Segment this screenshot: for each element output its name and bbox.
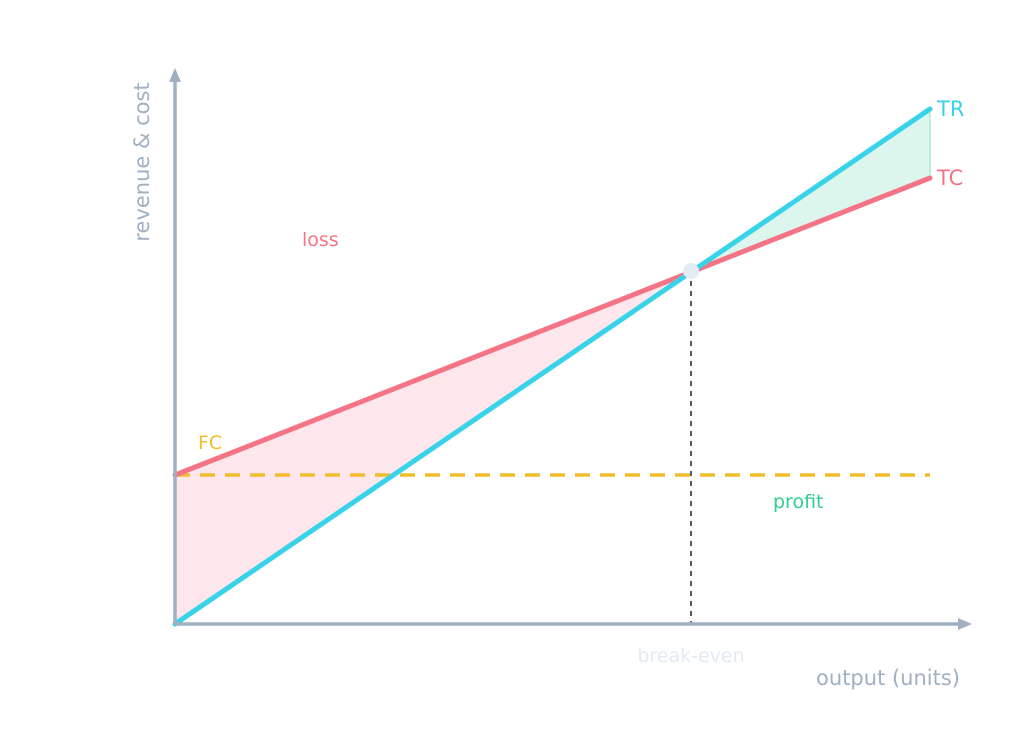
y-axis-arrow bbox=[169, 68, 181, 82]
x-axis-label: output (units) bbox=[816, 666, 960, 690]
tr-line bbox=[172, 106, 933, 627]
tc-label: TC bbox=[936, 166, 963, 190]
break-even-label: break-even bbox=[637, 645, 744, 667]
x-axis-arrow bbox=[958, 618, 972, 630]
tr-label: TR bbox=[936, 97, 964, 121]
profit-label: profit bbox=[773, 491, 824, 513]
y-axis-label: revenue & cost bbox=[130, 82, 154, 241]
fc-label: FC bbox=[198, 432, 222, 454]
loss-label: loss bbox=[302, 229, 339, 251]
tc-line bbox=[172, 175, 933, 478]
break-even-point bbox=[683, 263, 699, 279]
